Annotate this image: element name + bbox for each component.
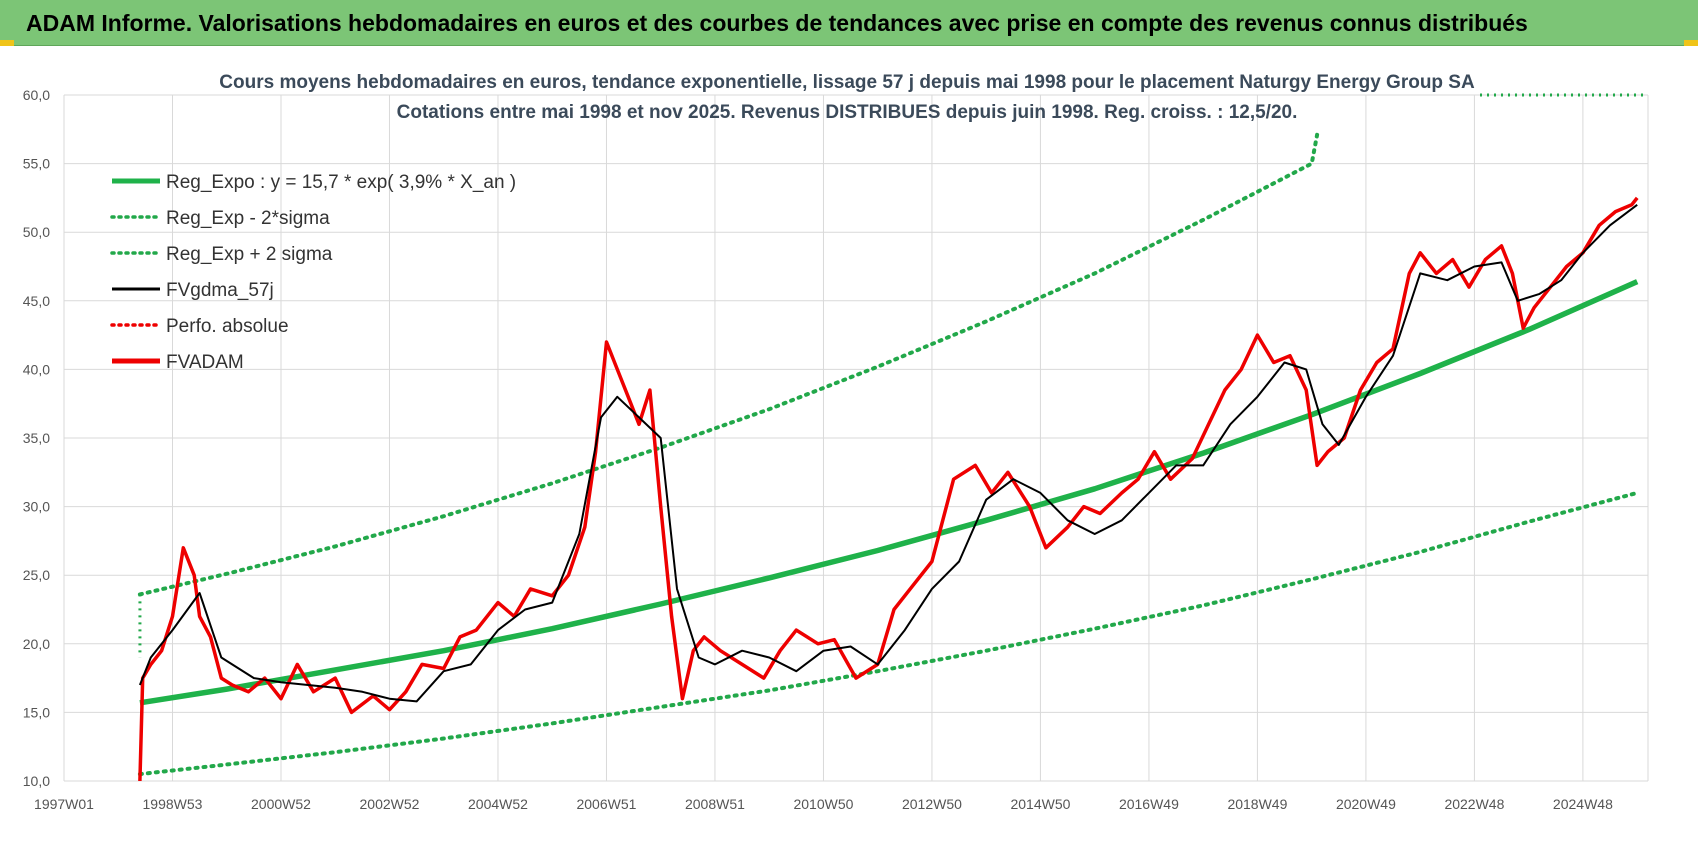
legend-label: FVADAM xyxy=(166,352,244,373)
x-tick-label: 2020W49 xyxy=(1336,796,1396,812)
series-fvadam xyxy=(138,196,1639,782)
x-tick-label: 2002W52 xyxy=(360,796,420,812)
legend-label: Reg_Exp - 2*sigma xyxy=(166,208,330,229)
y-tick-label: 25,0 xyxy=(23,567,50,583)
y-tick-label: 45,0 xyxy=(23,293,50,309)
x-tick-label: 2004W52 xyxy=(468,796,528,812)
corner-marker-right xyxy=(1684,40,1698,46)
x-tick-label: 1997W01 xyxy=(34,796,94,812)
x-tick-label: 2016W49 xyxy=(1119,796,1179,812)
y-tick-label: 15,0 xyxy=(23,704,50,720)
x-tick-label: 2024W48 xyxy=(1553,796,1613,812)
x-tick-label: 2008W51 xyxy=(685,796,745,812)
chart-title: Cours moyens hebdomadaires en euros, ten… xyxy=(219,72,1475,123)
legend-label: Reg_Exp + 2 sigma xyxy=(166,244,333,265)
series-reg-exp-2-sigma xyxy=(137,132,1320,597)
x-tick-label: 2006W51 xyxy=(576,796,636,812)
page-title: ADAM Informe. Valorisations hebdomadaire… xyxy=(0,0,1698,46)
series-reg-expo-y-15-7-exp-3-9-x-an xyxy=(139,279,1639,706)
x-tick-label: 2014W50 xyxy=(1010,796,1070,812)
grid xyxy=(63,94,1649,782)
x-tick-label: 2010W50 xyxy=(793,796,853,812)
legend: Reg_Expo : y = 15,7 * exp( 3,9% * X_an )… xyxy=(110,172,516,373)
x-tick-label: 2012W50 xyxy=(902,796,962,812)
corner-marker-left xyxy=(0,40,14,46)
x-tick-label: 2022W48 xyxy=(1444,796,1504,812)
legend-label: Perfo. absolue xyxy=(166,316,289,337)
y-tick-label: 55,0 xyxy=(23,156,50,172)
y-axis: 10,0 15,0 20,0 25,0 30,0 35,0 40,0 45,0 50,0 55,0… xyxy=(23,87,50,789)
y-tick-label: 35,0 xyxy=(23,430,50,446)
x-axis: 1997W01 1998W53 2000W52 2002W52 2004W52 2006W… xyxy=(34,796,1613,812)
chart-title-line-1: Cours moyens hebdomadaires en euros, ten… xyxy=(219,72,1475,93)
chart: 10,0 15,0 20,0 25,0 30,0 35,0 40,0 45,0 50,0 55,0… xyxy=(23,72,1649,812)
y-tick-label: 10,0 xyxy=(23,773,50,789)
y-tick-label: 50,0 xyxy=(23,224,50,240)
y-tick-label: 60,0 xyxy=(23,87,50,103)
legend-label: FVgdma_57j xyxy=(166,280,274,301)
series-fvgdma-57j xyxy=(138,204,1638,703)
legend-label: Reg_Expo : y = 15,7 * exp( 3,9% * X_an ) xyxy=(166,172,516,193)
x-tick-label: 2000W52 xyxy=(251,796,311,812)
series-layer xyxy=(137,93,1648,782)
y-tick-label: 40,0 xyxy=(23,361,50,377)
y-tick-label: 20,0 xyxy=(23,636,50,652)
x-tick-label: 1998W53 xyxy=(143,796,203,812)
x-tick-label: 2018W49 xyxy=(1227,796,1287,812)
series-reg-exp-2-sigma xyxy=(137,490,1640,777)
y-tick-label: 30,0 xyxy=(23,499,50,515)
chart-title-line-2: Cotations entre mai 1998 et nov 2025. Re… xyxy=(397,102,1298,123)
